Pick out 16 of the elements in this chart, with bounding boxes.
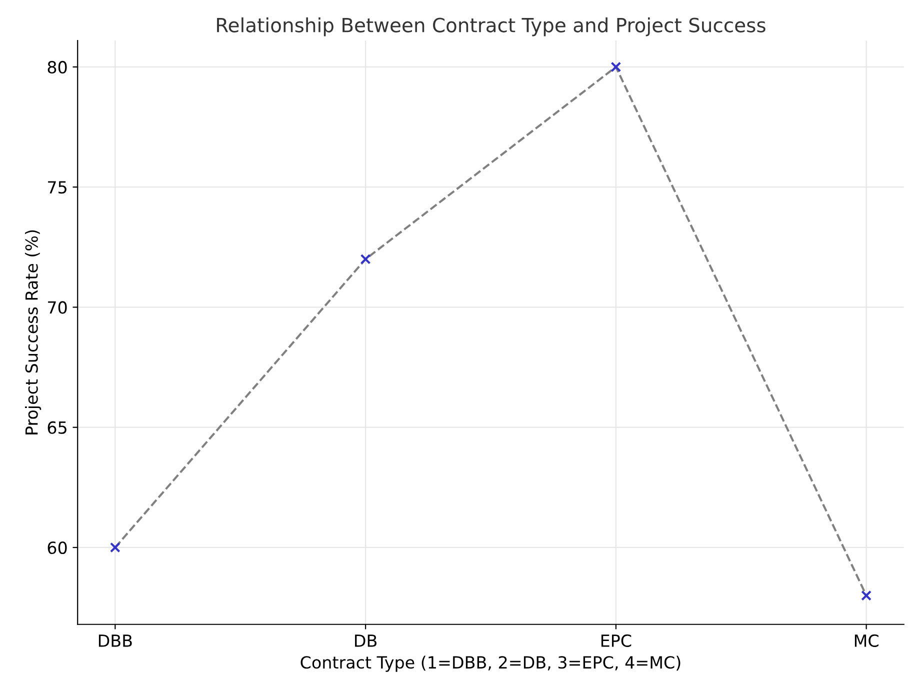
y-tick-label: 70 xyxy=(48,301,67,314)
x-tick-label: DBB xyxy=(98,634,132,647)
y-tick-label: 80 xyxy=(48,60,67,74)
point xyxy=(360,254,371,264)
y-tick-label: 60 xyxy=(48,541,67,554)
chart-title: Relationship Between Contract Type and Project Success xyxy=(217,17,766,36)
point xyxy=(861,590,872,601)
y-tick-label: 65 xyxy=(48,421,66,434)
y-axis-title: Project Success Rate (%) xyxy=(24,230,42,434)
y-tick-label: 75 xyxy=(48,181,66,194)
point xyxy=(110,542,120,553)
x-tick-label: DB xyxy=(355,634,376,647)
point xyxy=(610,62,622,72)
x-tick-label: MC xyxy=(854,634,878,647)
x-axis-title: Contract Type (1=DBB, 2=DB, 3=EPC, 4=MC) xyxy=(300,656,680,672)
x-tick-label: EPC xyxy=(601,634,632,647)
